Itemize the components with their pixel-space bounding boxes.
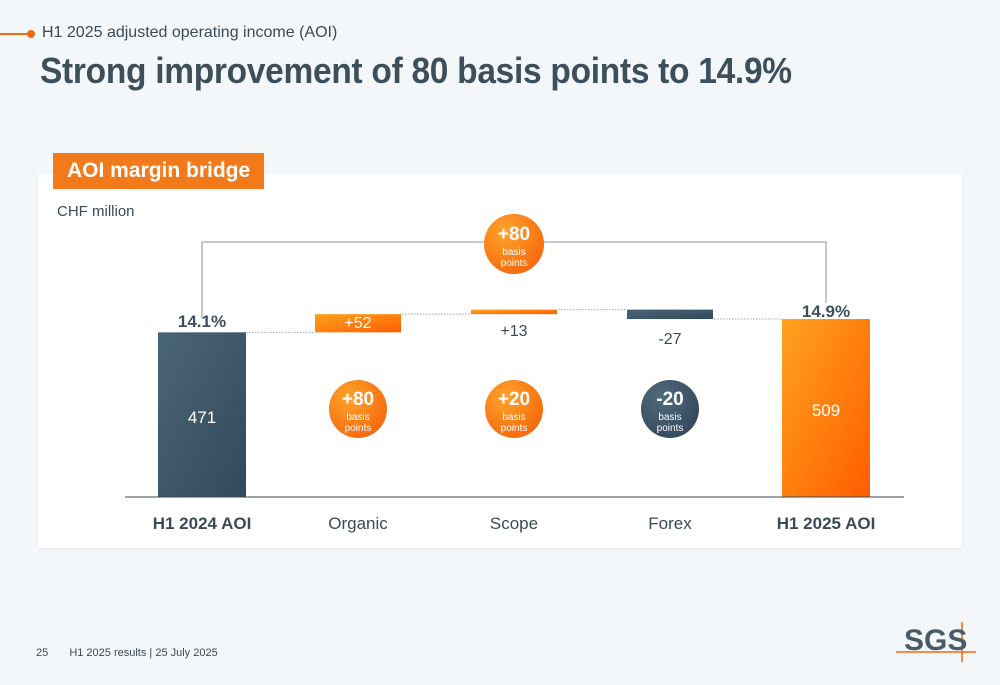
bps-bubble-scope-unit-line2: points bbox=[501, 423, 528, 434]
slide-subtitle: H1 2025 adjusted operating income (AOI) bbox=[42, 24, 338, 41]
accent-dot bbox=[27, 30, 35, 38]
category-label-h1-2025-aoi: H1 2025 AOI bbox=[777, 514, 876, 533]
bar-scope bbox=[471, 309, 557, 315]
total-bps-bubble-unit-line1: basis bbox=[502, 247, 525, 258]
bar-h1-2024-aoi bbox=[158, 332, 246, 497]
bps-bubble-organic-circle bbox=[329, 380, 387, 438]
category-label-organic: Organic bbox=[328, 514, 388, 533]
logo-text: SGS bbox=[904, 624, 967, 657]
bar-forex bbox=[627, 309, 713, 320]
bps-bubble-organic-unit-line2: points bbox=[345, 423, 372, 434]
bar-organic bbox=[315, 314, 401, 333]
margin-label-end: 14.9% bbox=[802, 302, 850, 321]
total-bps-bubble-unit-line2: points bbox=[501, 258, 528, 269]
bar-h1-2025-aoi bbox=[782, 319, 870, 497]
footer-text: H1 2025 results | 25 July 2025 bbox=[69, 647, 218, 659]
bps-bubble-forex-unit-line1: basis bbox=[658, 412, 681, 423]
value-label-end: 509 bbox=[812, 401, 840, 420]
value-label-forex: -27 bbox=[658, 331, 681, 348]
unit-label: CHF million bbox=[57, 203, 135, 220]
sgs-logo: SGS bbox=[896, 622, 976, 662]
footer: 25 H1 2025 results | 25 July 2025 bbox=[36, 647, 236, 659]
category-label-h1-2024-aoi: H1 2024 AOI bbox=[153, 514, 252, 533]
bps-bubble-forex-value: -20 bbox=[656, 389, 683, 410]
margin-label-start: 14.1% bbox=[178, 312, 226, 331]
bps-bubble-forex-unit-line2: points bbox=[657, 423, 684, 434]
bps-bubble-organic-unit-line1: basis bbox=[346, 412, 369, 423]
value-label-scope: +13 bbox=[500, 323, 527, 340]
bps-bubble-organic-value: +80 bbox=[342, 389, 374, 410]
bps-bubble-forex-circle bbox=[641, 380, 699, 438]
bps-bubble-scope-circle bbox=[485, 380, 543, 438]
slide-title: Strong improvement of 80 basis points to… bbox=[40, 50, 792, 91]
page-number: 25 bbox=[36, 647, 49, 659]
total-bps-bubble-circle bbox=[484, 214, 544, 274]
category-label-scope: Scope bbox=[490, 514, 538, 533]
chart-tab-label: AOI margin bridge bbox=[53, 153, 265, 189]
category-label-forex: Forex bbox=[648, 514, 692, 533]
accent-line bbox=[0, 33, 30, 35]
bps-bubble-scope-unit-line1: basis bbox=[502, 412, 525, 423]
bps-bubble-scope-value: +20 bbox=[498, 389, 530, 410]
total-bps-bubble-value: +80 bbox=[498, 224, 530, 245]
value-label-start: 471 bbox=[188, 408, 216, 427]
value-label-organic: +52 bbox=[344, 315, 371, 332]
